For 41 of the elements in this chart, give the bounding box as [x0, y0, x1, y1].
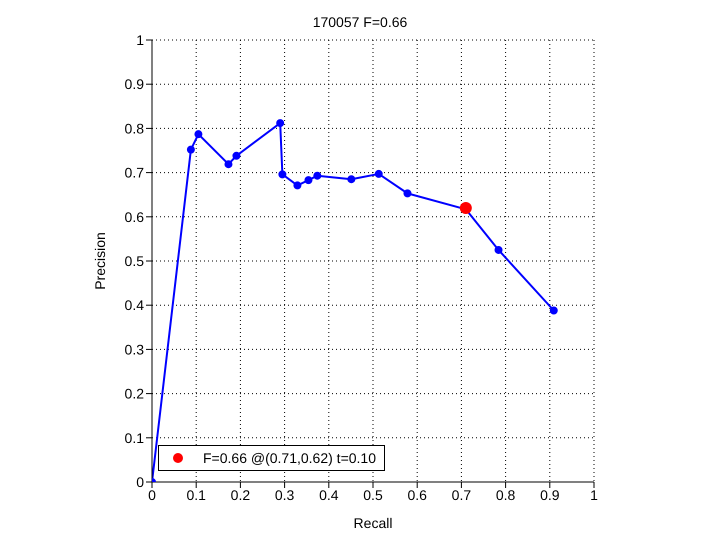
point [347, 175, 356, 184]
x-tick-label: 0 [148, 486, 156, 503]
y-tick-label: 0.4 [124, 297, 144, 314]
point [313, 172, 322, 180]
point [494, 246, 503, 254]
point [232, 152, 240, 160]
point [374, 170, 383, 178]
y-tick-label: 0.2 [124, 386, 144, 402]
y-tick-label: 0.7 [124, 164, 144, 181]
x-tick-label: 0.1 [186, 486, 206, 503]
x-tick-label: 0.2 [230, 486, 250, 503]
y-tick-label: 0.6 [124, 208, 144, 225]
point [186, 146, 195, 154]
x-axis-title: Recall [354, 515, 392, 531]
point [460, 202, 472, 214]
legend-label: F=0.66 @(0.71,0.62) t=0.10 [203, 450, 376, 466]
x-tick-label: 0.8 [496, 486, 516, 503]
y-tick-label: 0.1 [124, 430, 144, 446]
y-tick-label: 0.9 [124, 76, 144, 92]
point [276, 119, 284, 128]
point [550, 306, 558, 315]
x-tick-label: 0.4 [319, 486, 339, 503]
y-tick-label: 0.3 [124, 341, 144, 358]
x-tick-label: 0.9 [540, 486, 560, 503]
x-tick-label: 0.7 [452, 486, 472, 503]
chart-title: 170057 F=0.66 [312, 14, 408, 30]
x-tick-label: 0.6 [407, 486, 428, 503]
point [224, 160, 232, 168]
point [304, 176, 312, 184]
y-tick-label: 1 [136, 32, 144, 48]
point [403, 189, 412, 198]
y-tick-label: 0.8 [124, 120, 144, 136]
x-tick-label: 0.3 [274, 486, 295, 503]
y-tick-label: 0.5 [124, 252, 144, 269]
y-axis-title: Precision [92, 232, 108, 290]
point [293, 181, 302, 190]
x-tick-label: 0.5 [363, 486, 383, 503]
x-tick-label: 1 [590, 486, 598, 503]
point [278, 170, 286, 178]
y-tick-label: 0 [136, 474, 144, 490]
point [194, 130, 202, 138]
